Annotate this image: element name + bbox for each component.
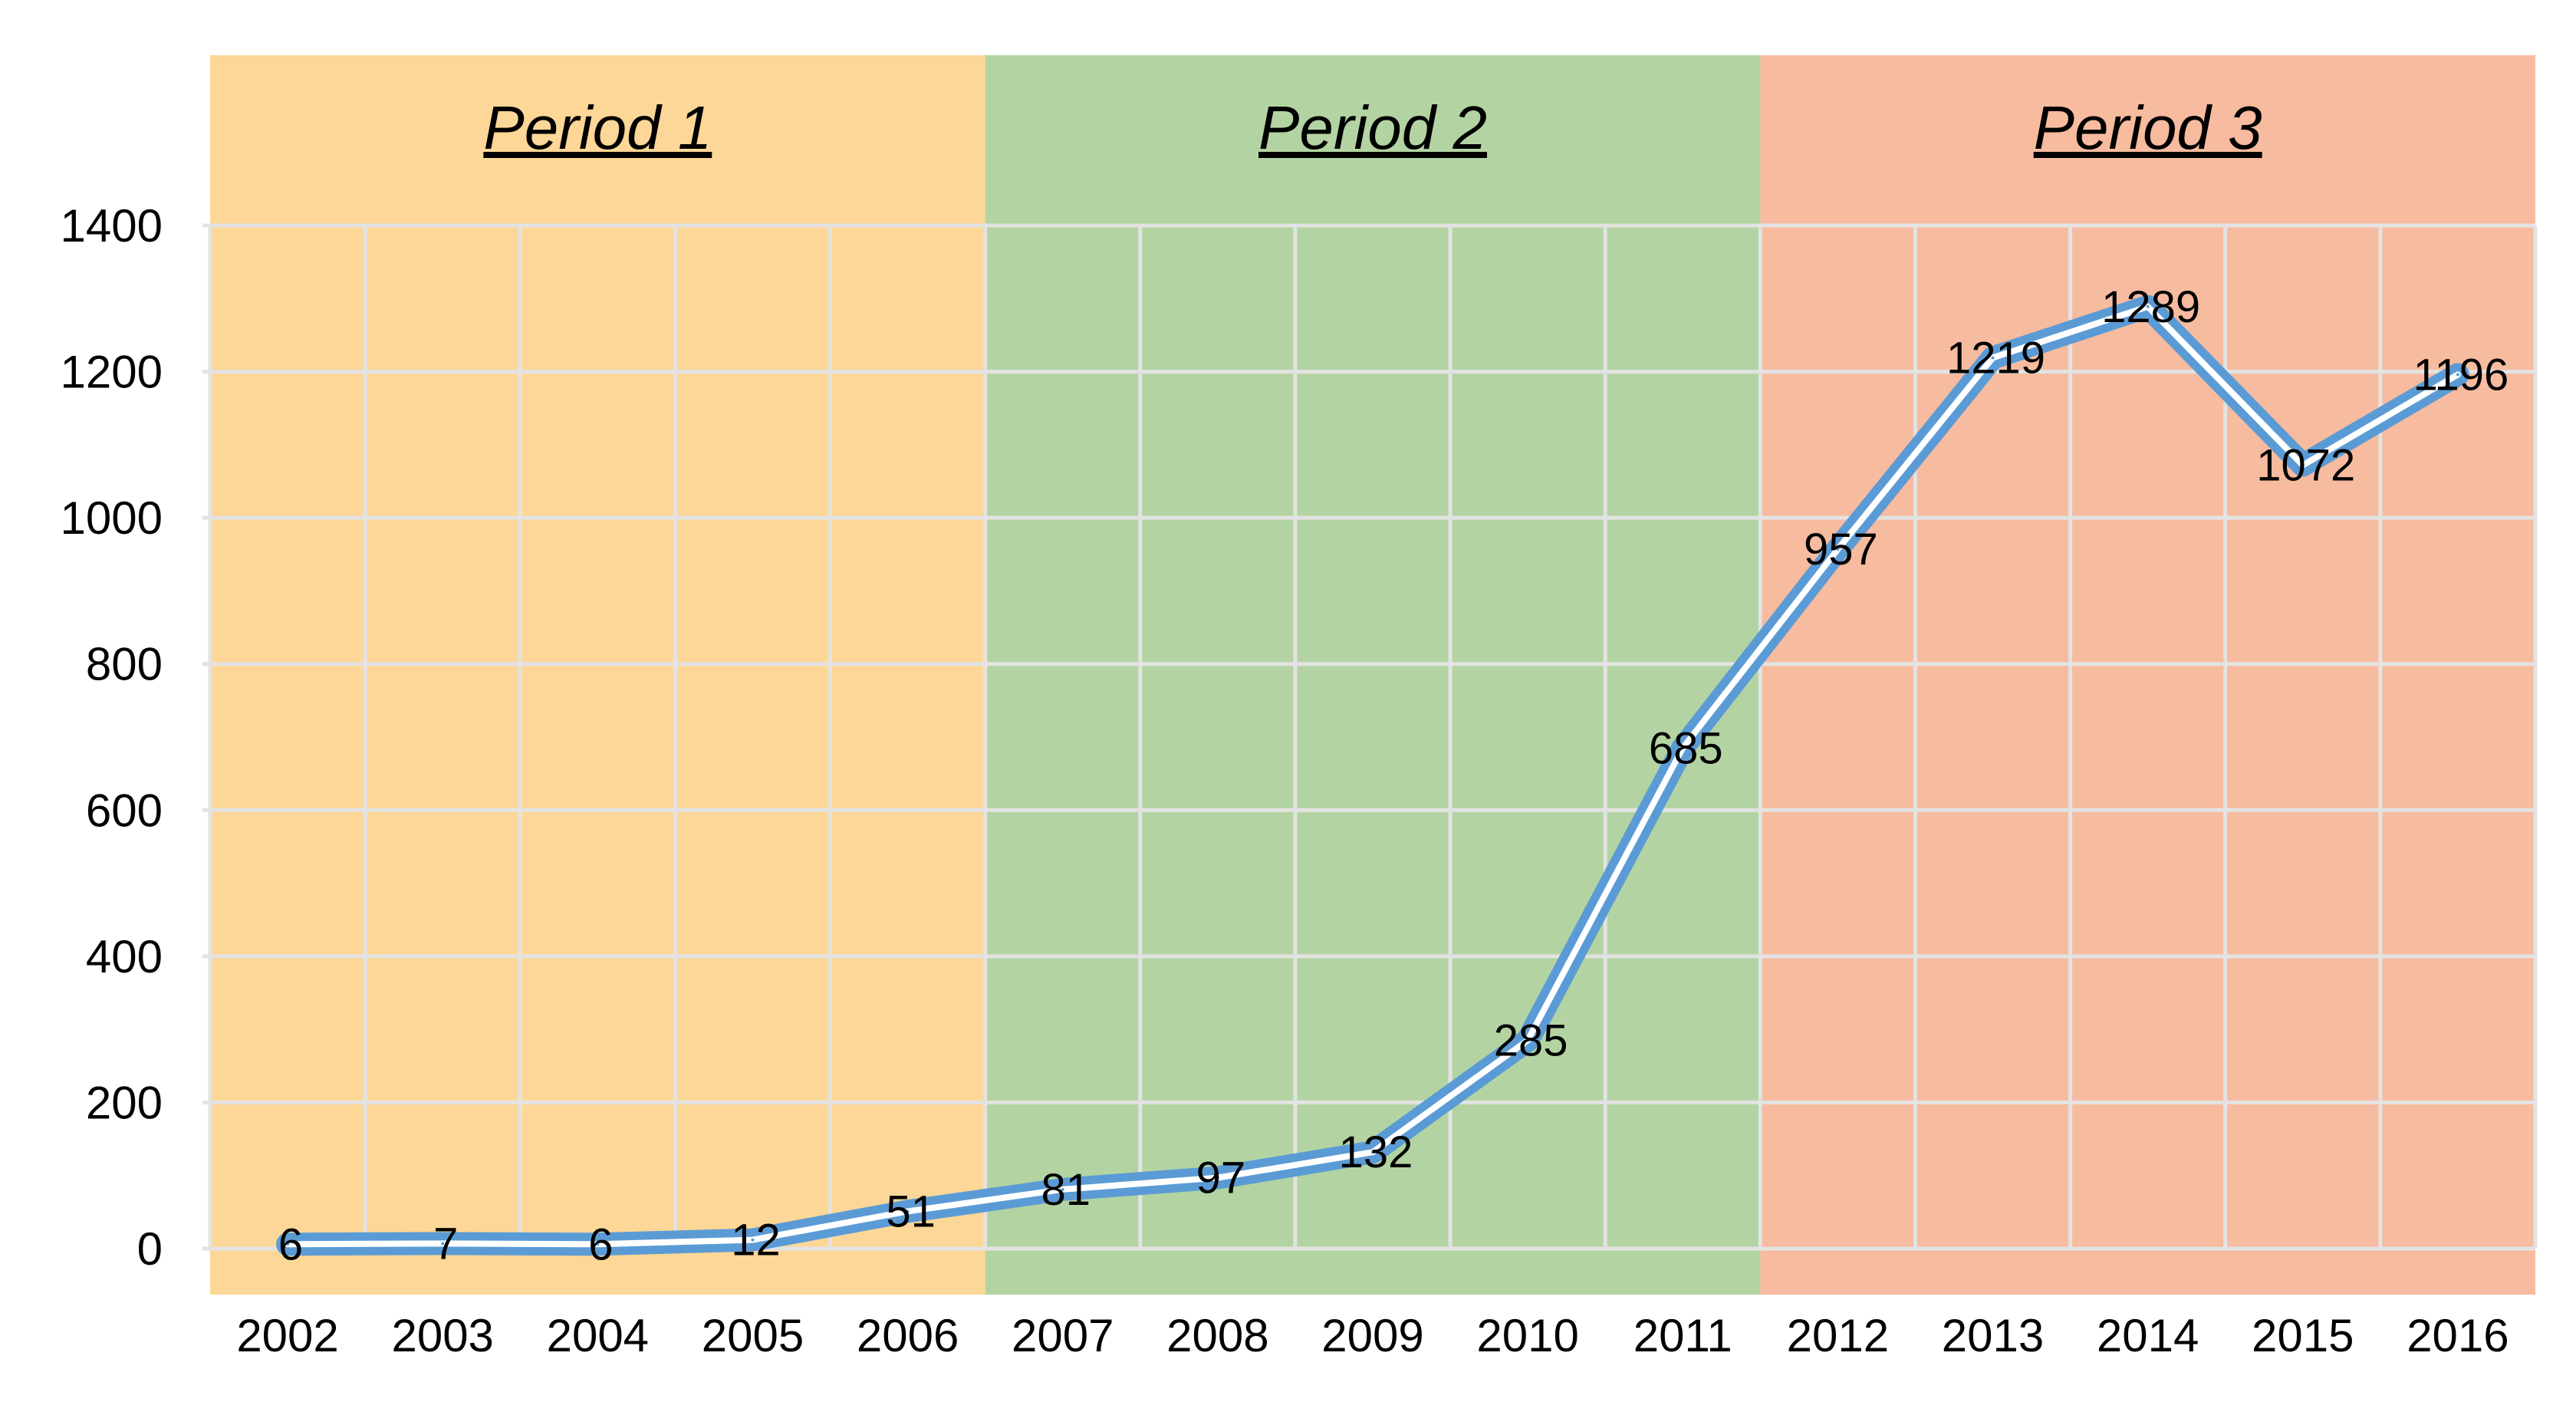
data-point (751, 1238, 755, 1242)
y-tick-label: 0 (137, 1223, 163, 1275)
x-tick-label: 2006 (857, 1310, 959, 1361)
data-label: 81 (1041, 1165, 1091, 1215)
data-point (2146, 304, 2150, 308)
data-label: 51 (886, 1186, 936, 1236)
data-label: 1289 (2101, 282, 2200, 332)
y-tick-label: 600 (86, 785, 163, 836)
y-tick-label: 400 (86, 931, 163, 982)
data-label: 957 (1804, 525, 1878, 574)
y-axis-tick-labels: 0 200 400 600 800 1000 1200 1400 (61, 200, 163, 1275)
data-point (1526, 1038, 1530, 1042)
y-tick-label: 200 (86, 1077, 163, 1128)
data-point (596, 1242, 600, 1246)
y-tick-label: 1000 (61, 492, 163, 544)
data-label: 1196 (2413, 350, 2509, 400)
y-tick-label: 1200 (61, 347, 163, 398)
period-band-1 (210, 55, 985, 1295)
grid-lines (202, 223, 2538, 1251)
x-tick-label: 2003 (391, 1310, 493, 1361)
x-tick-label: 2007 (1012, 1310, 1114, 1361)
data-point (1216, 1176, 1219, 1180)
data-label: 132 (1339, 1127, 1413, 1177)
data-label: 685 (1649, 723, 1723, 773)
period-label-3: Period 3 (2034, 94, 2262, 162)
data-point (1681, 746, 1685, 750)
data-label: 1072 (2256, 441, 2355, 491)
y-tick-label: 1400 (61, 200, 163, 252)
data-label: 1219 (1946, 333, 2045, 383)
data-label: 285 (1494, 1015, 1568, 1065)
x-tick-label: 2005 (702, 1310, 804, 1361)
data-point (1836, 548, 1840, 551)
data-label: 12 (731, 1216, 781, 1265)
data-label: 6 (588, 1219, 613, 1269)
y-tick-label: 800 (86, 639, 163, 690)
x-tick-label: 2010 (1476, 1310, 1578, 1361)
period-band-2 (985, 55, 1761, 1295)
data-point (1991, 356, 1995, 360)
data-point (2456, 373, 2459, 377)
series-line (276, 295, 2469, 1256)
data-point (2301, 463, 2305, 467)
period-labels: Period 1 Period 2 Period 3 (483, 94, 2262, 162)
data-point (906, 1209, 910, 1213)
x-tick-label: 2009 (1321, 1310, 1423, 1361)
x-tick-label: 2016 (2407, 1310, 2509, 1361)
data-label: 97 (1196, 1154, 1246, 1203)
data-point (286, 1242, 290, 1246)
x-tick-label: 2004 (547, 1310, 649, 1361)
x-tick-label: 2012 (1787, 1310, 1889, 1361)
x-tick-label: 2011 (1633, 1310, 1732, 1361)
data-point (441, 1242, 445, 1246)
x-tick-label: 2015 (2252, 1310, 2354, 1361)
period-label-2: Period 2 (1258, 94, 1487, 162)
period-bands (210, 55, 2535, 1295)
data-labels: 6 7 6 12 51 81 97 132 285 685 957 1219 1289 1072 1196 (278, 282, 2509, 1270)
period-band-3 (1760, 55, 2535, 1295)
x-tick-label: 2014 (2097, 1310, 2199, 1361)
data-label: 7 (433, 1219, 458, 1269)
x-axis-tick-labels: 2002 2003 2004 2005 2006 2007 2008 2009 2010 2011… (236, 1310, 2509, 1361)
x-tick-label: 2013 (1942, 1310, 2044, 1361)
x-tick-label: 2008 (1166, 1310, 1268, 1361)
data-point (1371, 1150, 1374, 1154)
period-label-1: Period 1 (483, 94, 712, 162)
data-point (1061, 1187, 1064, 1191)
data-label: 6 (278, 1219, 303, 1269)
x-tick-label: 2002 (236, 1310, 338, 1361)
